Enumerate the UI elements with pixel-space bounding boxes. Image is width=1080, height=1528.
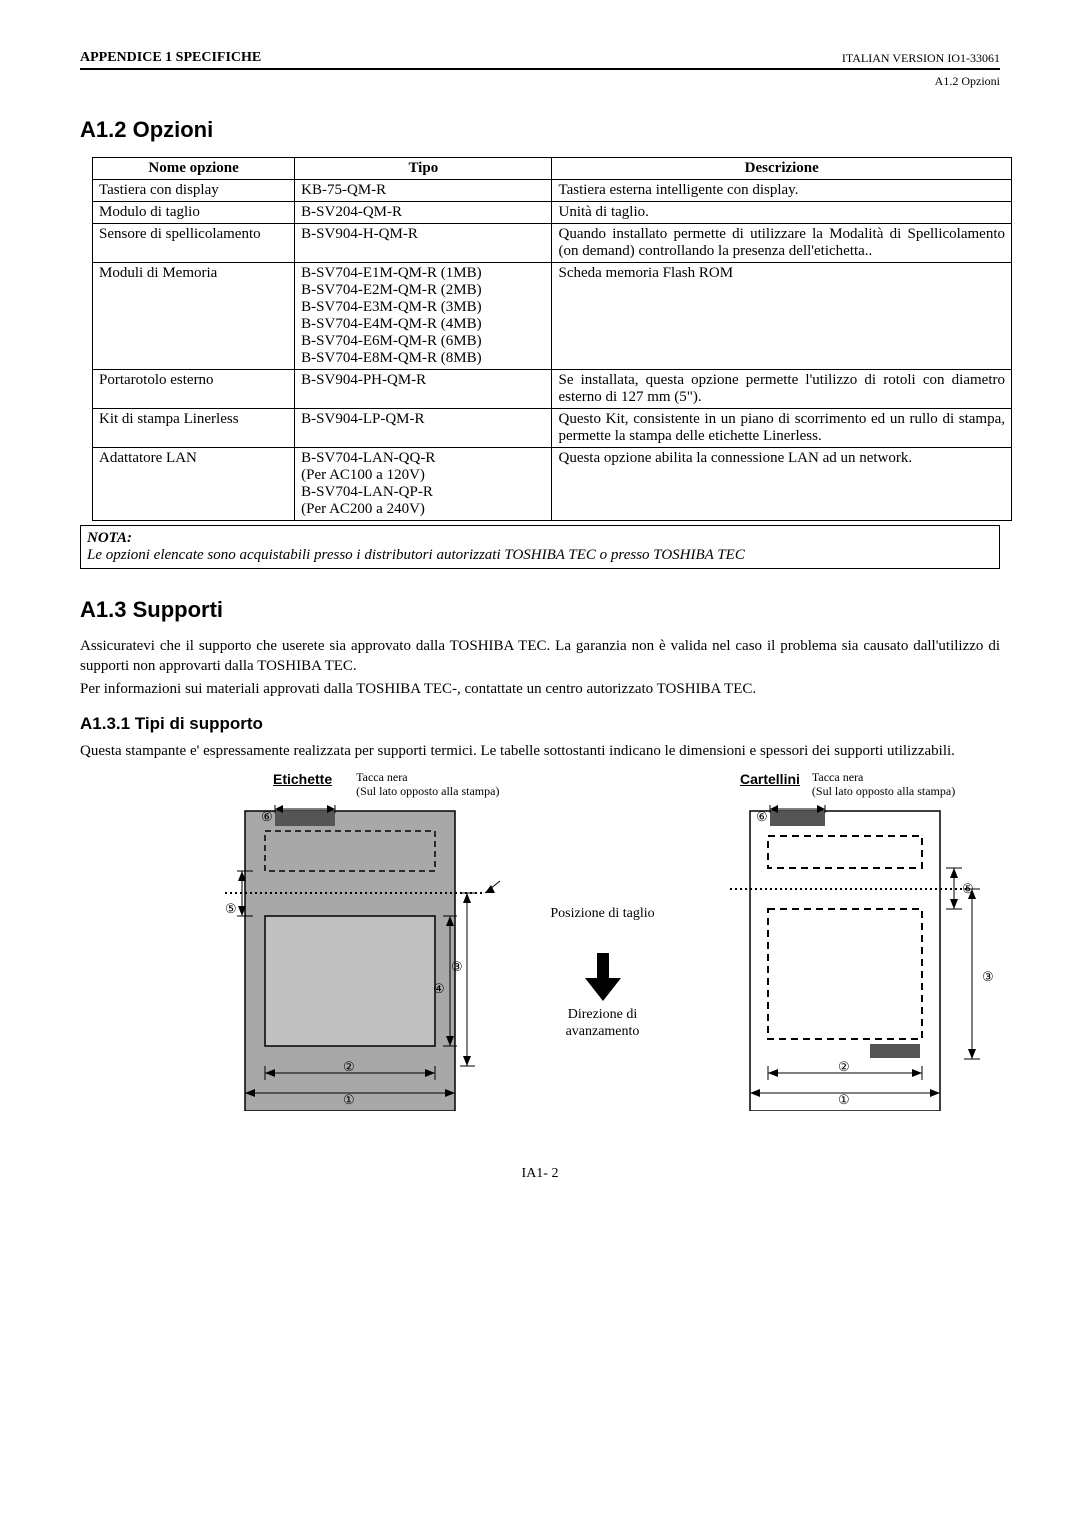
cell-name: Modulo di taglio [93, 202, 295, 224]
cell-name: Portarotolo esterno [93, 370, 295, 409]
table-row: Kit di stampa LinerlessB-SV904-LP-QM-RQu… [93, 409, 1012, 448]
diagram-etichette: Etichette Tacca nera (Sul lato opposto a… [195, 771, 505, 1116]
c3-right: ③ [982, 969, 994, 984]
cell-type: B-SV904-LP-QM-R [295, 409, 552, 448]
cell-type: B-SV704-LAN-QQ-R (Per AC100 a 120V) B-SV… [295, 448, 552, 521]
cell-desc: Quando installato permette di utilizzare… [552, 224, 1012, 263]
a13-p1: Assicuratevi che il supporto che userete… [80, 637, 1000, 676]
diagram-area: Etichette Tacca nera (Sul lato opposto a… [80, 771, 1000, 1116]
c3-left: ③ [451, 959, 463, 974]
cell-type: B-SV904-H-QM-R [295, 224, 552, 263]
cell-name: Adattatore LAN [93, 448, 295, 521]
cell-name: Tastiera con display [93, 180, 295, 202]
header-rule [80, 68, 1000, 70]
header-sub: A1.2 Opzioni [80, 74, 1000, 89]
header-left: APPENDICE 1 SPECIFICHE [80, 50, 261, 66]
tacca-label-left: Tacca nera [356, 771, 499, 785]
table-row: Portarotolo esternoB-SV904-PH-QM-RSe ins… [93, 370, 1012, 409]
tacca-sub-right: (Sul lato opposto alla stampa) [812, 785, 955, 799]
c1-left: ① [343, 1092, 355, 1107]
th-name: Nome opzione [93, 158, 295, 180]
cell-type: B-SV904-PH-QM-R [295, 370, 552, 409]
cell-type: B-SV704-E1M-QM-R (1MB) B-SV704-E2M-QM-R … [295, 263, 552, 370]
page-header: APPENDICE 1 SPECIFICHE ITALIAN VERSION I… [80, 50, 1000, 66]
cell-name: Kit di stampa Linerless [93, 409, 295, 448]
c5-left: ⑤ [225, 901, 237, 916]
tacca-sub-left: (Sul lato opposto alla stampa) [356, 785, 499, 799]
options-table: Nome opzione Tipo Descrizione Tastiera c… [92, 157, 1012, 521]
c6-right: ⑥ [756, 809, 768, 824]
section-a13-title: A1.3 Supporti [80, 597, 1000, 623]
etichette-svg: ⑥ ⑤ ③ ④ [195, 801, 505, 1111]
th-type: Tipo [295, 158, 552, 180]
cell-type: B-SV204-QM-R [295, 202, 552, 224]
c4-left: ④ [433, 981, 445, 996]
c2-right: ② [838, 1059, 850, 1074]
a131-title: A1.3.1 Tipi di supporto [80, 714, 1000, 734]
cell-desc: Se installata, questa opzione permette l… [552, 370, 1012, 409]
cell-desc: Questo Kit, consistente in un piano di s… [552, 409, 1012, 448]
note-title: NOTA: [87, 530, 993, 547]
cell-desc: Scheda memoria Flash ROM [552, 263, 1012, 370]
direzione-label: Direzione di avanzamento [548, 1007, 658, 1041]
options-tbody: Tastiera con displayKB-75-QM-RTastiera e… [93, 180, 1012, 521]
a13-p3: Questa stampante e' espressamente realiz… [80, 742, 1000, 762]
cell-desc: Questa opzione abilita la connessione LA… [552, 448, 1012, 521]
note-box: NOTA: Le opzioni elencate sono acquistab… [80, 525, 1000, 569]
cell-type: KB-75-QM-R [295, 180, 552, 202]
tacca-label-right: Tacca nera [812, 771, 955, 785]
diagram-center: Posizione di taglio Direzione di avanzam… [548, 906, 658, 1040]
header-right: ITALIAN VERSION IO1-33061 [842, 51, 1000, 66]
table-row: Adattatore LANB-SV704-LAN-QQ-R (Per AC10… [93, 448, 1012, 521]
cell-desc: Tastiera esterna intelligente con displa… [552, 180, 1012, 202]
page-footer: IA1- 2 [80, 1166, 1000, 1182]
cell-name: Moduli di Memoria [93, 263, 295, 370]
diagram-cartellini: Cartellini Tacca nera (Sul lato opposto … [700, 771, 1000, 1116]
table-row: Modulo di taglioB-SV204-QM-RUnità di tag… [93, 202, 1012, 224]
etichette-title: Etichette [273, 771, 332, 787]
th-desc: Descrizione [552, 158, 1012, 180]
note-body: Le opzioni elencate sono acquistabili pr… [87, 547, 993, 564]
pos-taglio-label: Posizione di taglio [548, 906, 658, 923]
feed-arrow-icon [548, 953, 658, 1003]
table-row: Sensore di spellicolamentoB-SV904-H-QM-R… [93, 224, 1012, 263]
cell-desc: Unità di taglio. [552, 202, 1012, 224]
c1-right: ① [838, 1092, 850, 1107]
c2-left: ② [343, 1059, 355, 1074]
section-a12-title: A1.2 Opzioni [80, 117, 1000, 143]
cartellini-title: Cartellini [740, 771, 800, 787]
c6-left: ⑥ [261, 809, 273, 824]
table-row: Tastiera con displayKB-75-QM-RTastiera e… [93, 180, 1012, 202]
cell-name: Sensore di spellicolamento [93, 224, 295, 263]
a13-p2: Per informazioni sui materiali approvati… [80, 680, 1000, 700]
table-row: Moduli di MemoriaB-SV704-E1M-QM-R (1MB) … [93, 263, 1012, 370]
cartellini-svg: ⑥ ⑤ ③ [700, 801, 1000, 1111]
